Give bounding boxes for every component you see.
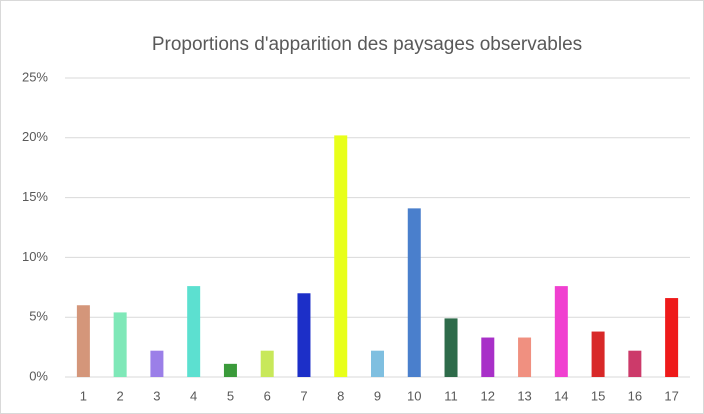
x-tick-label: 5 — [227, 388, 234, 403]
x-tick-label: 4 — [190, 388, 197, 403]
bar — [334, 135, 348, 377]
bar — [187, 286, 201, 377]
bar — [150, 350, 164, 377]
chart-title: Proportions d'apparition des paysages ob… — [152, 34, 582, 55]
bar — [113, 312, 127, 377]
bar — [665, 298, 679, 377]
bar — [297, 293, 311, 377]
x-tick-label: 6 — [264, 388, 271, 403]
bar — [554, 286, 568, 377]
x-tick-label: 10 — [407, 388, 421, 403]
x-tick-label: 2 — [117, 388, 124, 403]
x-tick-label: 9 — [374, 388, 381, 403]
bar — [444, 318, 458, 377]
y-tick-label: 20% — [22, 129, 48, 144]
bar — [481, 337, 495, 377]
x-tick-label: 8 — [337, 388, 344, 403]
x-tick-label: 15 — [591, 388, 605, 403]
bar — [591, 331, 605, 377]
bar — [407, 208, 421, 377]
y-tick-label: 25% — [22, 69, 48, 84]
x-tick-label: 16 — [628, 388, 642, 403]
y-tick-label: 0% — [29, 368, 48, 383]
x-tick-label: 3 — [153, 388, 160, 403]
x-tick-label: 14 — [554, 388, 568, 403]
x-tick-label: 7 — [300, 388, 307, 403]
bar — [223, 363, 237, 377]
bar — [371, 350, 384, 377]
bar — [260, 350, 274, 377]
x-tick-label: 1 — [80, 388, 87, 403]
x-tick-label: 12 — [481, 388, 495, 403]
y-tick-label: 15% — [22, 189, 48, 204]
bar — [628, 350, 642, 377]
y-tick-label: 5% — [29, 309, 48, 324]
bar — [76, 305, 90, 377]
bar — [518, 337, 532, 377]
x-tick-label: 17 — [664, 388, 678, 403]
x-tick-label: 11 — [444, 388, 458, 403]
x-tick-label: 13 — [517, 388, 531, 403]
y-tick-label: 10% — [22, 249, 48, 264]
